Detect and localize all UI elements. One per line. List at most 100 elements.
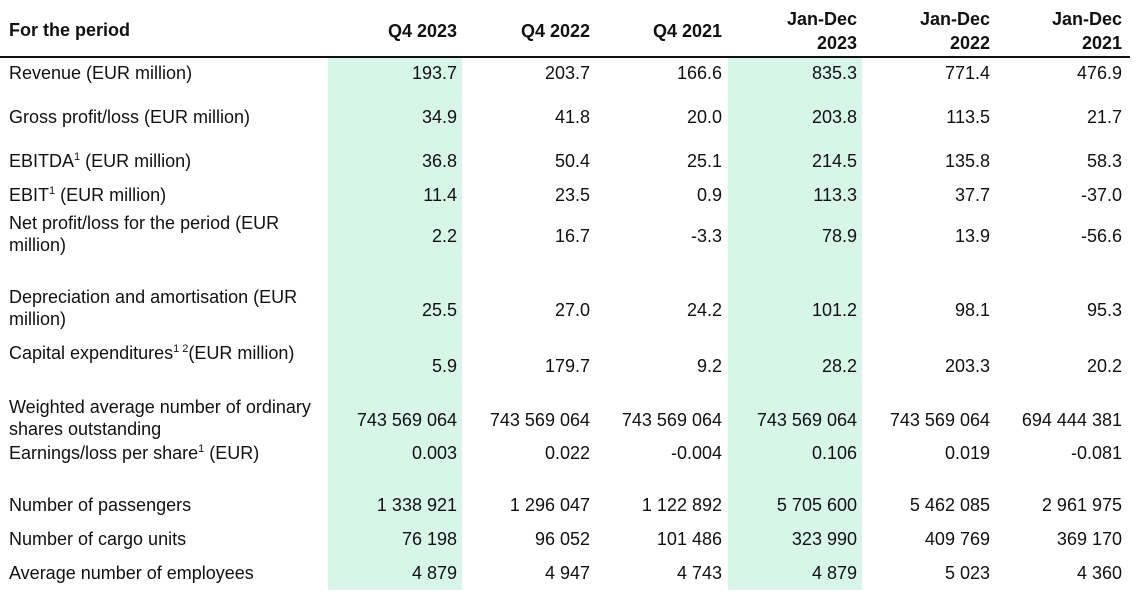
table-cell: -0.081 bbox=[1070, 443, 1122, 463]
table-row: EBITDA1 (EUR million) 36.8 50.4 25.1 214.5 13… bbox=[0, 150, 1140, 172]
table-header: For the period Q4 2023 Q4 2022 Q4 2021 Jan-… bbox=[0, 0, 1140, 56]
row-label: Net profit/loss for the period (EUR mill… bbox=[9, 213, 280, 255]
table-cell: 25.1 bbox=[686, 151, 722, 171]
table-row: Weighted average number of ordinary shar… bbox=[0, 396, 1140, 444]
table-cell: 835.3 bbox=[811, 63, 857, 83]
table-cell: 5 705 600 bbox=[776, 495, 857, 515]
table-cell: 50.4 bbox=[554, 151, 590, 171]
table-cell: 203.8 bbox=[811, 107, 857, 127]
row-label: EBITDA1 (EUR million) bbox=[9, 151, 192, 171]
column-header-line1: Jan-Dec bbox=[919, 9, 990, 29]
row-label: Average number of employees bbox=[9, 563, 254, 583]
row-label: Earnings/loss per share1 (EUR) bbox=[9, 443, 260, 463]
table-cell: 20.2 bbox=[1086, 356, 1122, 376]
table-cell: 0.003 bbox=[411, 443, 457, 463]
table-cell: 2.2 bbox=[431, 226, 457, 246]
table-cell: 409 769 bbox=[924, 529, 990, 549]
table-cell: 13.9 bbox=[954, 226, 990, 246]
table-cell: 76 198 bbox=[401, 529, 457, 549]
column-header-line1: Jan-Dec bbox=[786, 9, 857, 29]
column-header-line2: Q4 2023 bbox=[387, 21, 457, 41]
table-cell: 101 486 bbox=[656, 529, 722, 549]
table-row: EBIT1 (EUR million) 11.4 23.5 0.9 113.3 37.7 -… bbox=[0, 184, 1140, 206]
table-cell: 2 961 975 bbox=[1041, 495, 1122, 515]
table-cell: 37.7 bbox=[954, 185, 990, 205]
table-cell: 193.7 bbox=[411, 63, 457, 83]
table-cell: 5 462 085 bbox=[909, 495, 990, 515]
highlight-column-q4-2023 bbox=[328, 58, 462, 590]
table-cell: 24.2 bbox=[686, 300, 722, 320]
highlight-column-jan-dec-2023 bbox=[728, 58, 862, 590]
column-header-line2: Q4 2022 bbox=[520, 21, 590, 41]
table-cell: 476.9 bbox=[1076, 63, 1122, 83]
header-rule bbox=[0, 56, 1130, 58]
table-cell: 0.019 bbox=[944, 443, 990, 463]
table-cell: 1 296 047 bbox=[509, 495, 590, 515]
table-cell: 58.3 bbox=[1086, 151, 1122, 171]
table-cell: 5.9 bbox=[431, 356, 457, 376]
table-cell: 34.9 bbox=[421, 107, 457, 127]
table-cell: 113.5 bbox=[946, 107, 990, 127]
table-cell: 1 338 921 bbox=[376, 495, 457, 515]
table-cell: 203.7 bbox=[544, 63, 590, 83]
table-row: Net profit/loss for the period (EUR mill… bbox=[0, 212, 1140, 260]
table-cell: 135.8 bbox=[944, 151, 990, 171]
table-cell: -56.6 bbox=[1080, 226, 1122, 246]
column-header-line2: 2022 bbox=[949, 33, 990, 53]
row-label: Number of passengers bbox=[9, 495, 192, 515]
table-cell: 36.8 bbox=[421, 151, 457, 171]
table-cell: -37.0 bbox=[1080, 185, 1122, 205]
table-cell: 11.4 bbox=[423, 185, 457, 205]
table-cell: 23.5 bbox=[554, 185, 590, 205]
table-row: Number of cargo units 76 198 96 052 101 486… bbox=[0, 528, 1140, 550]
column-header-line2: 2023 bbox=[816, 33, 857, 53]
column-header-line2: Q4 2021 bbox=[652, 21, 722, 41]
table-cell: 5 023 bbox=[944, 563, 990, 583]
table-row: Depreciation and amortisation (EUR milli… bbox=[0, 286, 1140, 334]
row-label: Capital expenditures1 2(EUR million) bbox=[9, 343, 295, 363]
table-cell: 27.0 bbox=[554, 300, 590, 320]
table-cell: 113.3 bbox=[813, 185, 857, 205]
table-cell: 4 879 bbox=[411, 563, 457, 583]
table-cell: 101.2 bbox=[811, 300, 857, 320]
table-cell: 0.9 bbox=[696, 185, 722, 205]
table-cell: 771.4 bbox=[944, 63, 990, 83]
table-cell: 41.8 bbox=[554, 107, 590, 127]
table-cell: 743 569 064 bbox=[356, 410, 457, 430]
table-cell: 323 990 bbox=[791, 529, 857, 549]
row-label: Revenue (EUR million) bbox=[9, 63, 193, 83]
table-row: Gross profit/loss (EUR million) 34.9 41.8 2… bbox=[0, 106, 1140, 128]
table-cell: -3.3 bbox=[690, 226, 722, 246]
header-label: For the period bbox=[9, 20, 130, 40]
column-header-line1: Jan-Dec bbox=[1051, 9, 1122, 29]
table-cell: 369 170 bbox=[1056, 529, 1122, 549]
footnote-marker: 1 bbox=[74, 151, 81, 163]
row-label: EBIT1 (EUR million) bbox=[9, 185, 167, 205]
table-cell: 28.2 bbox=[821, 356, 857, 376]
table-cell: 9.2 bbox=[696, 356, 722, 376]
table-cell: 166.6 bbox=[676, 63, 722, 83]
table-cell: -0.004 bbox=[670, 443, 722, 463]
table-cell: 4 879 bbox=[811, 563, 857, 583]
table-cell: 78.9 bbox=[821, 226, 857, 246]
table-cell: 214.5 bbox=[811, 151, 857, 171]
table-cell: 4 947 bbox=[544, 563, 590, 583]
table-cell: 95.3 bbox=[1086, 300, 1122, 320]
table-cell: 16.7 bbox=[554, 226, 590, 246]
row-label: Weighted average number of ordinary shar… bbox=[9, 397, 311, 439]
column-header-line2: 2021 bbox=[1081, 33, 1122, 53]
table-row: Capital expenditures1 2(EUR million) 5.9 1… bbox=[0, 342, 1140, 390]
table-cell: 694 444 381 bbox=[1021, 410, 1122, 430]
table-cell: 743 569 064 bbox=[489, 410, 590, 430]
table-row: Number of passengers 1 338 921 1 296 047 1 … bbox=[0, 494, 1140, 516]
table-cell: 743 569 064 bbox=[889, 410, 990, 430]
table-cell: 179.7 bbox=[544, 356, 590, 376]
row-label: Number of cargo units bbox=[9, 529, 187, 549]
footnote-marker: 1 bbox=[198, 443, 205, 455]
footnote-marker: 1 2 bbox=[173, 343, 189, 355]
table-cell: 743 569 064 bbox=[621, 410, 722, 430]
footnote-marker: 1 bbox=[49, 185, 56, 197]
table-cell: 0.106 bbox=[811, 443, 857, 463]
table-cell: 96 052 bbox=[534, 529, 590, 549]
table-cell: 743 569 064 bbox=[756, 410, 857, 430]
